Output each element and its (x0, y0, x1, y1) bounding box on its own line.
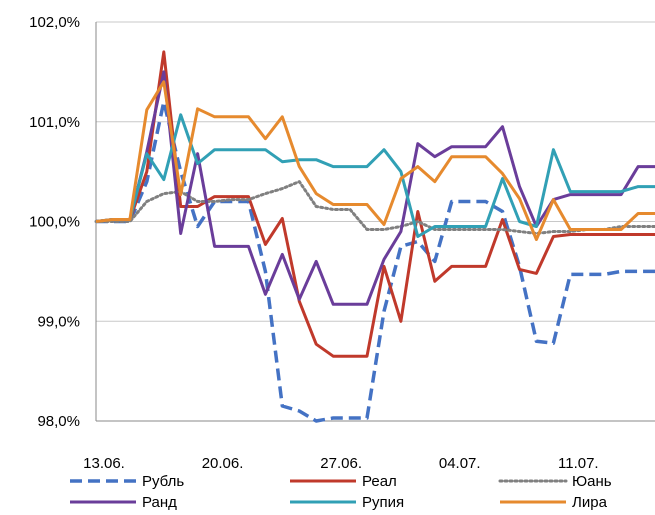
series-line (95, 70, 655, 306)
legend-label: Лира (572, 494, 608, 511)
legend-label: Реал (362, 473, 397, 490)
y-tick-label: 101,0% (29, 114, 80, 131)
series-lines (94, 50, 655, 423)
series-line (95, 50, 655, 358)
tick-labels: 98,0% 99,0% 100,0% 101,0% 102,0% 13.06. 20.06.… (29, 14, 598, 472)
x-tick-label: 27.06. (320, 455, 362, 472)
series-line (96, 100, 655, 423)
y-tick-label: 98,0% (37, 413, 80, 430)
x-tick-label: 20.06. (202, 455, 244, 472)
legend-label: Ранд (142, 494, 177, 511)
y-tick-label: 100,0% (29, 214, 80, 231)
legend-label: Рупия (362, 494, 404, 511)
y-tick-label: 102,0% (29, 14, 80, 31)
x-tick-label: 13.06. (83, 455, 125, 472)
x-tick-label: 04.07. (439, 455, 481, 472)
legend: Рубль Реал Юань Ранд Рупия Лира (70, 473, 612, 511)
x-tick-label: 11.07. (558, 455, 599, 472)
series-line (95, 80, 655, 241)
series-line (95, 113, 655, 238)
y-tick-label: 99,0% (37, 313, 80, 330)
gridlines (96, 21, 655, 322)
legend-label: Юань (572, 473, 612, 490)
legend-label: Рубль (142, 473, 184, 490)
